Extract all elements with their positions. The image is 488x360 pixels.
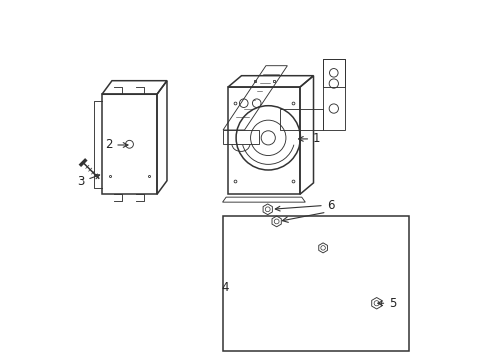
Text: 5: 5	[377, 297, 396, 310]
Text: 2: 2	[104, 139, 128, 152]
Text: 1: 1	[298, 132, 320, 145]
Text: 6: 6	[275, 198, 333, 212]
Text: 4: 4	[221, 281, 228, 294]
Bar	[223, 216, 408, 351]
Text: 3: 3	[77, 174, 100, 188]
